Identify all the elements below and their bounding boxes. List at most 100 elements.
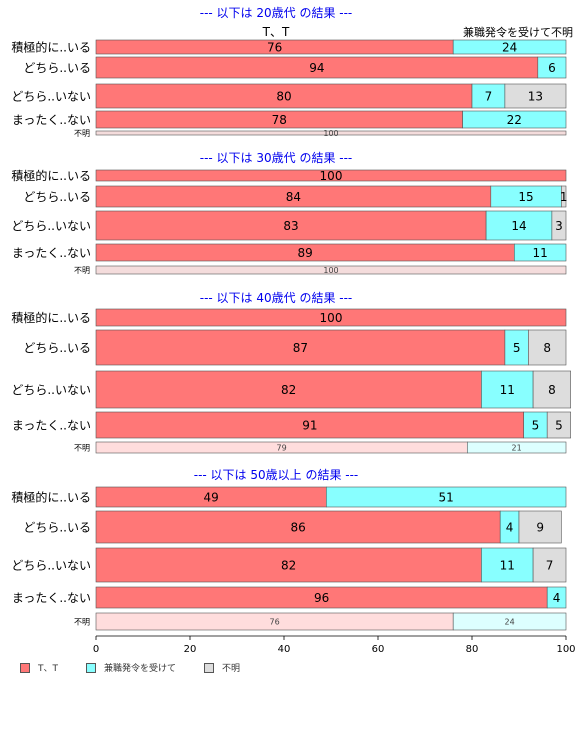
legend-label-tt: T、T bbox=[38, 664, 58, 674]
bar-segment bbox=[452, 39, 567, 55]
category-label: どちら..いない bbox=[11, 558, 91, 572]
legend: T、T 兼職発令を受けて 不明 bbox=[20, 661, 268, 674]
data-label: 7 bbox=[485, 89, 493, 103]
data-label: 24 bbox=[502, 40, 517, 54]
category-label: まったく..ない bbox=[12, 591, 91, 605]
bar-segment bbox=[528, 329, 567, 366]
data-label: 6 bbox=[548, 61, 556, 75]
data-label: 3 bbox=[555, 219, 563, 233]
x-tick-label: 80 bbox=[466, 644, 479, 655]
data-label: 80 bbox=[276, 89, 291, 103]
x-tick-label: 40 bbox=[278, 644, 291, 655]
bar-segment bbox=[471, 83, 506, 109]
data-label: 78 bbox=[272, 113, 287, 127]
bar-segment bbox=[481, 370, 534, 409]
panel-title: --- 以下は 30歳代 の結果 --- bbox=[200, 151, 353, 165]
category-label: 積極的に..いる bbox=[11, 310, 91, 325]
category-label: どちら..いる bbox=[23, 520, 91, 534]
data-label: 11 bbox=[533, 246, 548, 260]
data-label: 94 bbox=[309, 61, 324, 75]
bar-segment bbox=[452, 612, 567, 631]
bar-segment bbox=[95, 510, 501, 544]
category-label: 不明 bbox=[74, 617, 90, 626]
bar-segment bbox=[95, 83, 473, 109]
category-label: どちら..いない bbox=[11, 89, 91, 103]
x-tick-label: 60 bbox=[372, 644, 385, 655]
bar-segment bbox=[95, 210, 487, 241]
data-label: 96 bbox=[314, 591, 329, 605]
bar-segment bbox=[466, 441, 567, 454]
data-label: 5 bbox=[513, 341, 521, 355]
bar-segment bbox=[551, 210, 567, 241]
panel-title: --- 以下は 50歳以上 の結果 --- bbox=[194, 468, 359, 482]
bar-segment bbox=[481, 547, 534, 583]
data-label: 11 bbox=[500, 558, 515, 572]
bar-segment bbox=[537, 56, 567, 79]
category-label: どちら..いる bbox=[23, 61, 91, 75]
data-label: 5 bbox=[555, 418, 563, 432]
data-label: 76 bbox=[270, 617, 280, 626]
category-label: 不明 bbox=[74, 266, 90, 275]
data-label: 4 bbox=[553, 591, 561, 605]
data-label: 84 bbox=[286, 190, 301, 204]
bar-segment bbox=[95, 308, 567, 327]
bar-segment bbox=[95, 169, 567, 182]
data-label: 82 bbox=[281, 558, 296, 572]
data-label: 100 bbox=[323, 129, 338, 138]
data-label: 82 bbox=[281, 383, 296, 397]
legend-swatch-kenshoku bbox=[86, 662, 96, 673]
panel-title: --- 以下は 20歳代 の結果 --- bbox=[200, 6, 353, 20]
data-label: 24 bbox=[505, 617, 515, 626]
data-label: 13 bbox=[528, 89, 543, 103]
bar-segment bbox=[546, 586, 567, 609]
column-header-kenshoku-fumei: 兼職発令を受けて不明 bbox=[463, 25, 573, 39]
bar-segment bbox=[462, 110, 567, 129]
data-label: 4 bbox=[506, 520, 514, 534]
bar-segment bbox=[504, 83, 567, 109]
data-label: 100 bbox=[320, 169, 343, 183]
data-label: 91 bbox=[302, 418, 317, 432]
bar-segment bbox=[95, 547, 482, 583]
category-label: まったく..ない bbox=[12, 246, 91, 260]
category-label: まったく..ない bbox=[12, 418, 91, 432]
category-label: 不明 bbox=[74, 443, 90, 452]
bar-segment bbox=[560, 185, 567, 208]
category-label: 積極的に..いる bbox=[11, 39, 91, 54]
category-label: まったく..ない bbox=[12, 113, 91, 127]
legend-item-kenshoku: 兼職発令を受けて bbox=[86, 661, 176, 674]
category-label: 積極的に..いる bbox=[11, 168, 91, 183]
data-label: 8 bbox=[548, 383, 556, 397]
column-header-tt: T、T bbox=[262, 25, 290, 39]
data-label: 100 bbox=[323, 266, 338, 275]
category-label: どちら..いない bbox=[11, 383, 91, 397]
legend-swatch-fumei bbox=[204, 662, 215, 673]
bar-segment bbox=[95, 130, 567, 136]
data-label: 15 bbox=[518, 190, 533, 204]
bar-segment bbox=[546, 411, 572, 439]
data-label: 7 bbox=[546, 558, 554, 572]
data-label: 87 bbox=[293, 341, 308, 355]
category-label: どちら..いない bbox=[11, 219, 91, 233]
x-tick-label: 20 bbox=[184, 644, 197, 655]
category-label: 不明 bbox=[74, 129, 90, 138]
bar-segment bbox=[532, 547, 567, 583]
data-label: 89 bbox=[298, 246, 313, 260]
data-label: 9 bbox=[536, 520, 544, 534]
data-label: 51 bbox=[439, 490, 454, 504]
legend-label-fumei: 不明 bbox=[222, 664, 241, 674]
bar-segment bbox=[325, 486, 567, 508]
bar-segment bbox=[95, 329, 506, 366]
x-tick-label: 0 bbox=[93, 644, 99, 655]
data-label: 8 bbox=[543, 341, 551, 355]
data-label: 49 bbox=[204, 490, 219, 504]
data-label: 100 bbox=[320, 311, 343, 325]
data-label: 1 bbox=[560, 190, 568, 204]
bar-segment bbox=[518, 510, 562, 544]
bar-segment bbox=[532, 370, 571, 409]
data-label: 86 bbox=[290, 520, 305, 534]
category-label: 積極的に..いる bbox=[11, 489, 91, 504]
legend-item-fumei: 不明 bbox=[204, 661, 240, 674]
data-label: 22 bbox=[507, 113, 522, 127]
data-label: 79 bbox=[277, 443, 287, 452]
